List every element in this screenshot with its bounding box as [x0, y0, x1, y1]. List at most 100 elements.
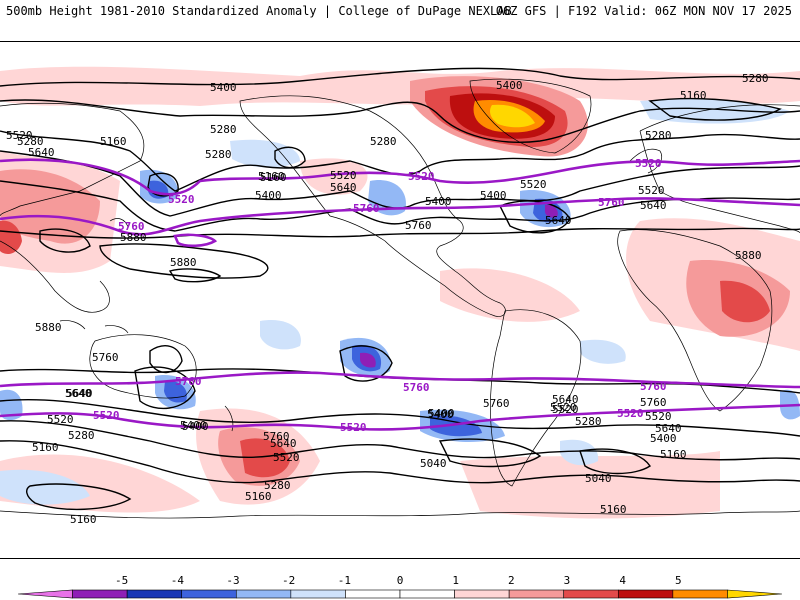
height-contours [0, 67, 800, 511]
contour-label: 5760 [483, 397, 510, 410]
contour-label: 5520 [638, 184, 665, 197]
colorbar-swatch [290, 589, 346, 599]
contour-label: 5400 [425, 195, 452, 208]
highlight-label: 5520 [340, 421, 367, 434]
highlight-contours [0, 158, 800, 431]
colorbar-tick-label: 0 [397, 574, 404, 587]
contour-label: 5160 [600, 503, 627, 516]
highlight-label: 5760 [598, 196, 625, 209]
contour-label: 5520 [645, 410, 672, 423]
map-title: 500mb Height 1981-2010 Standardized Anom… [6, 4, 512, 18]
colorbar-swatch [126, 589, 183, 599]
contour-label: 5160 [680, 89, 707, 102]
highlight-label: 5760 [353, 202, 380, 215]
map-frame [0, 41, 800, 559]
highlight-label: 5760 [118, 220, 145, 233]
contour-label: 5520 [552, 403, 579, 416]
contour-label: 5160 [660, 448, 687, 461]
colorbar-swatch [617, 589, 674, 599]
contour-label: 5640 [552, 393, 579, 406]
contour-label: 5040 [420, 457, 447, 470]
contour-label: 5760 [92, 351, 119, 364]
colorbar-tick-label: -1 [338, 574, 351, 587]
contour-label: 5280 [210, 123, 237, 136]
colorbar-tick-label: 5 [675, 574, 682, 587]
contour-label: 5760 [263, 430, 290, 443]
contour-label: 5880 [735, 249, 762, 262]
contour-label: 5280 [68, 429, 95, 442]
colorbar-swatches [17, 589, 783, 599]
highlight-label: 5760 [640, 380, 667, 393]
contour-label: 5160 [70, 513, 97, 526]
contour-label: 5160 [245, 490, 272, 503]
anomaly-shading [0, 66, 800, 519]
contour-label: 5640 [270, 437, 297, 450]
anomaly-map: 5400 5280 5160 5280 5160 5280 5520 5640 … [0, 41, 800, 559]
contour-label: 5520 [520, 178, 547, 191]
contour-label: 5400 [428, 407, 455, 420]
contour-label: 5280 [645, 129, 672, 142]
highlight-label: 5520 [635, 157, 662, 170]
contour-label: 5760 [405, 219, 432, 232]
contour-label: 5880 [120, 231, 147, 244]
model-run-info: 06Z GFS | F192 Valid: 06Z MON NOV 17 202… [495, 4, 792, 18]
colorbar-swatch [454, 589, 510, 599]
highlight-label: 5760 [403, 381, 430, 394]
colorbar-tick-label: -3 [226, 574, 239, 587]
colorbar-swatch [72, 589, 128, 599]
contour-label: 5640 [65, 387, 92, 400]
contour-label: 5400 [496, 79, 523, 92]
colorbar-tick-label: -5 [115, 574, 128, 587]
contour-label: 5880 [170, 256, 197, 269]
colorbar-swatch [563, 589, 619, 599]
contour-label: 5280 [742, 72, 769, 85]
contour-label: 5400 [427, 408, 454, 421]
colorbar-tick-label: 4 [619, 574, 626, 587]
colorbar-swatch [727, 589, 783, 599]
contour-label: 5760 [640, 396, 667, 409]
contour-label: 5400 [650, 432, 677, 445]
colorbar-tick-label: -4 [171, 574, 185, 587]
contour-label: 5280 [205, 148, 232, 161]
contour-label: 5520 [47, 413, 74, 426]
colorbar-ticks: -5 -4 -3 -2 -1 0 1 2 3 4 5 [115, 574, 682, 587]
contour-label: 5280 [264, 479, 291, 492]
highlight-label: 5760 [175, 375, 202, 388]
contour-label: 5280 [17, 135, 44, 148]
contour-label: 5640 [640, 199, 667, 212]
contour-label: 5160 [32, 441, 59, 454]
contour-label: 5520 [6, 129, 33, 142]
colorbar-swatch [672, 589, 728, 599]
colorbar-tick-label: 1 [452, 574, 459, 587]
contour-label: 5520 [330, 169, 357, 182]
contour-label: 5160 [258, 170, 285, 183]
contour-label: 5520 [550, 401, 577, 414]
colorbar-swatch [508, 589, 565, 599]
contour-label: 5280 [575, 415, 602, 428]
contour-label: 5400 [180, 419, 207, 432]
colorbar-swatch [345, 589, 401, 599]
contour-label: 5640 [66, 387, 93, 400]
contour-label: 5400 [182, 420, 209, 433]
contour-label: 5040 [585, 472, 612, 485]
highlight-label: 5520 [93, 409, 120, 422]
contour-label: 5520 [273, 451, 300, 464]
contour-label: 5640 [545, 214, 572, 227]
highlight-label: 5520 [617, 407, 644, 420]
colorbar-swatch [181, 589, 237, 599]
anomaly-colorbar: -5 -4 -3 -2 -1 0 1 2 3 4 5 [17, 574, 783, 599]
highlight-label: 5520 [168, 193, 195, 206]
contour-label: 5400 [480, 189, 507, 202]
contour-label: 5400 [210, 81, 237, 94]
highlight-label-layer: 5520 5760 5520 5760 5520 5760 5520 5760 … [93, 157, 667, 434]
colorbar-tick-label: 2 [508, 574, 515, 587]
colorbar-swatch [235, 589, 292, 599]
contour-label: 5160 [100, 135, 127, 148]
contour-label: 5640 [330, 181, 357, 194]
contour-label: 5640 [655, 422, 682, 435]
contour-label: 5280 [370, 135, 397, 148]
contour-label: 5880 [35, 321, 62, 334]
contour-label-layer: 5400 5280 5160 5280 5160 5280 5520 5640 … [6, 72, 769, 526]
colorbar-swatch [17, 589, 73, 599]
contour-label: 5160 [260, 171, 287, 184]
